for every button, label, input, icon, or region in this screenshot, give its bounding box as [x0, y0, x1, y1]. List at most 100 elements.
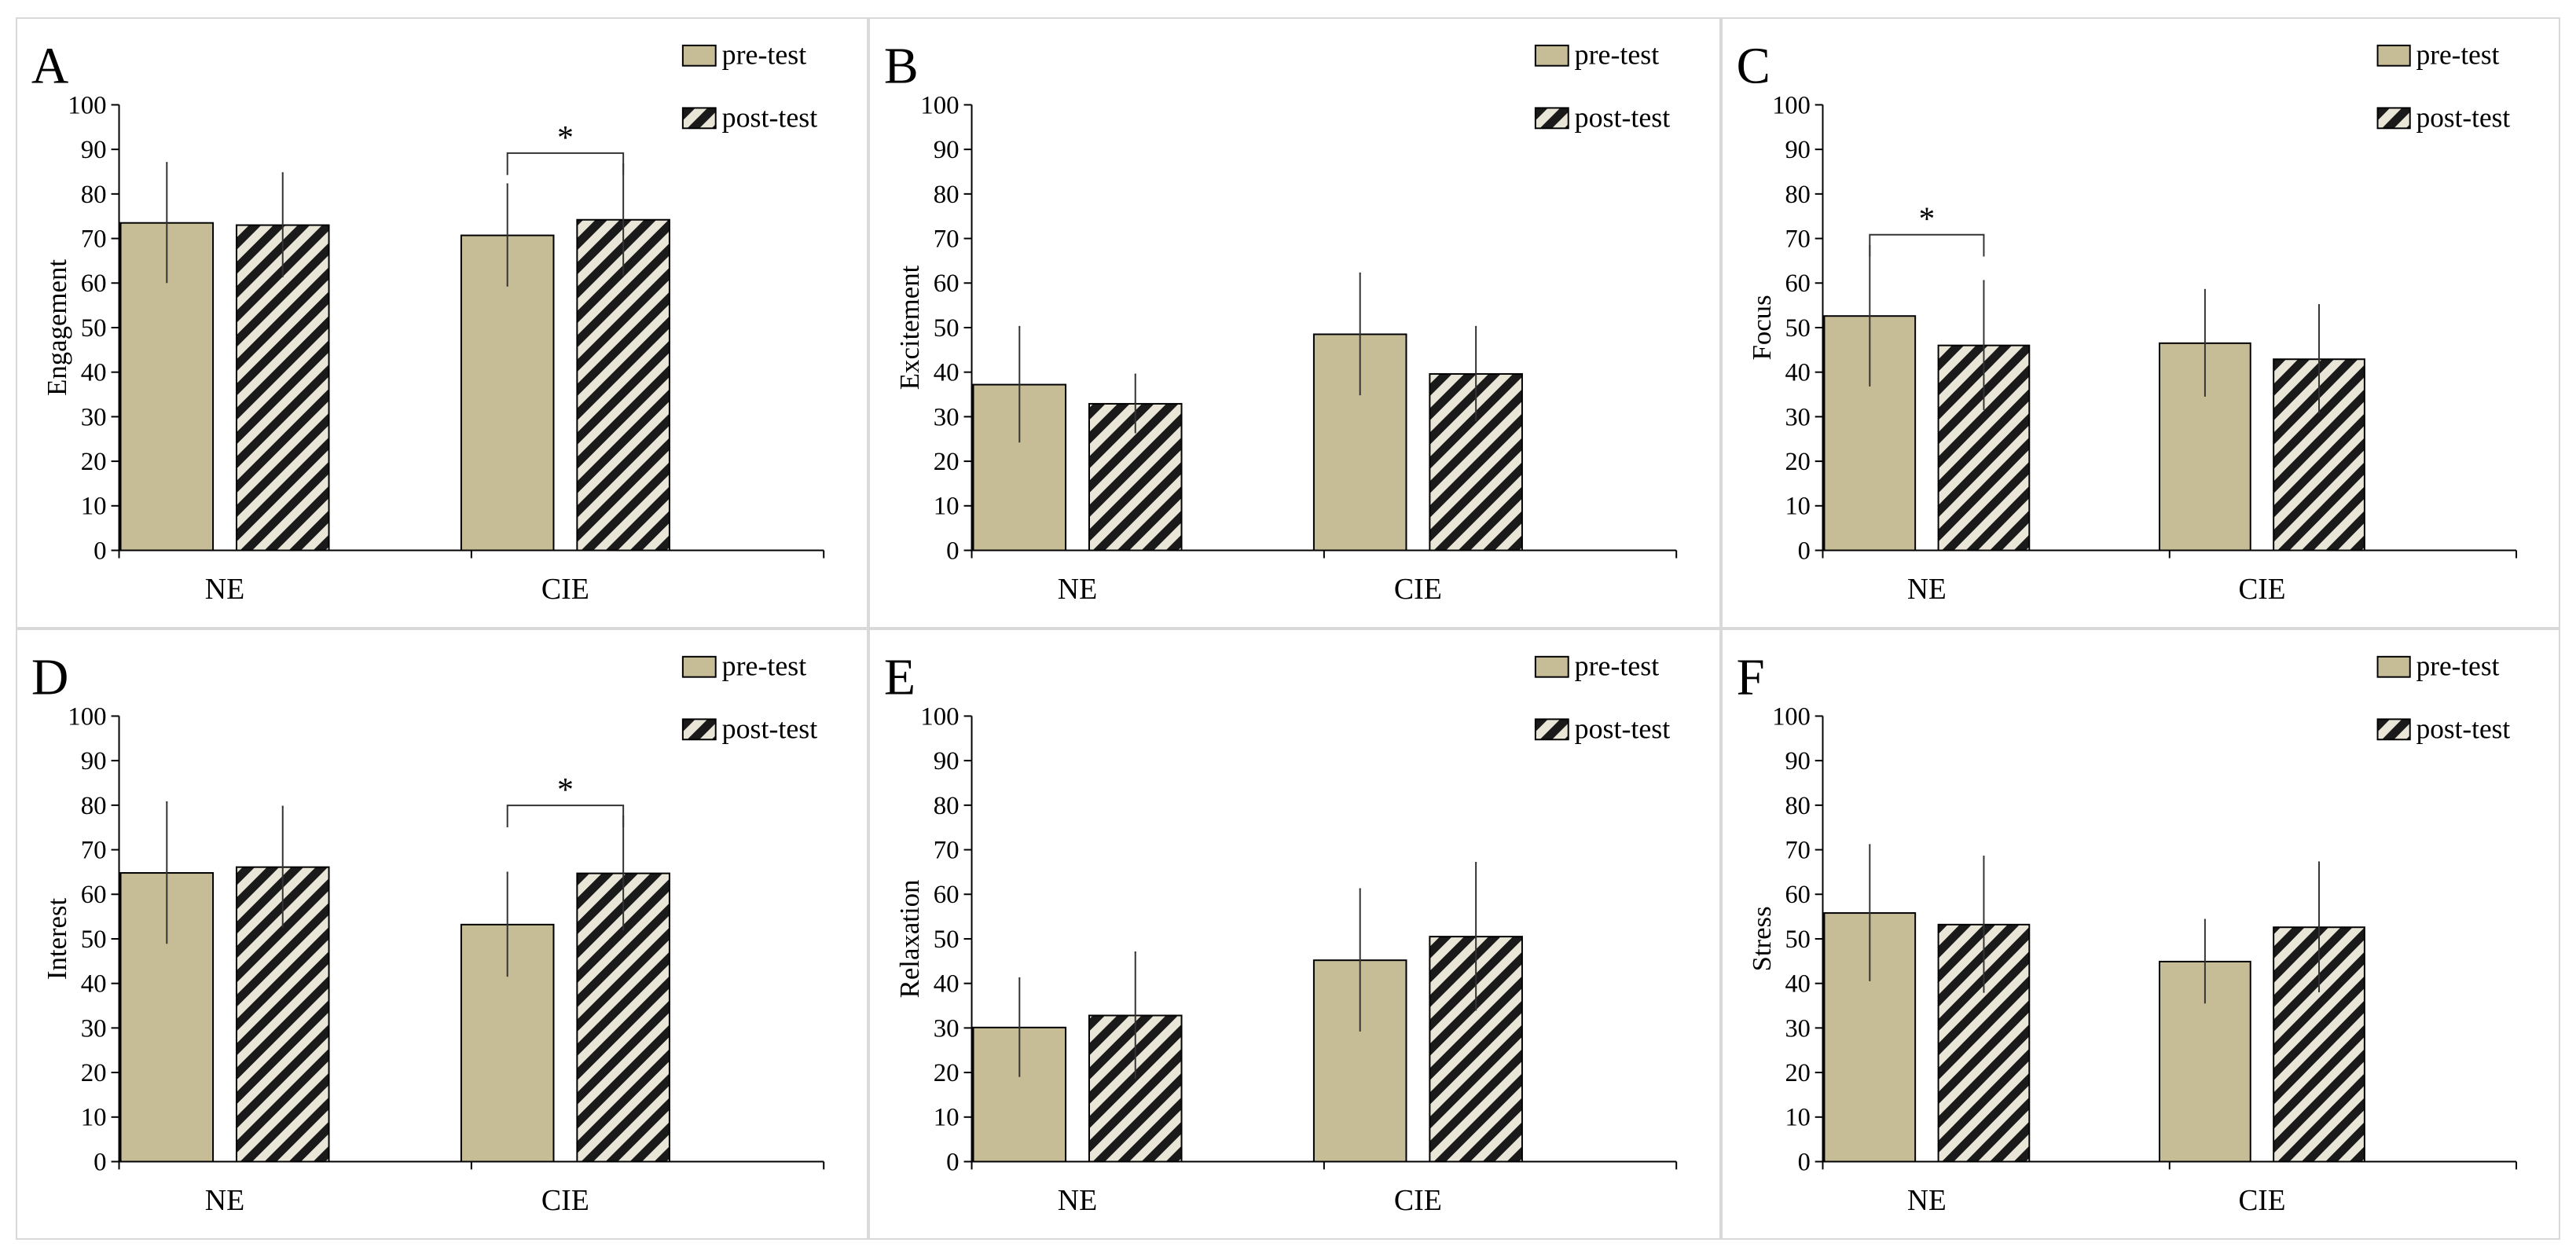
panel-letter: B — [884, 38, 919, 95]
chart-svg: B 0 10 20 30 40 50 60 70 80 90 100 Excitement NE CIE pr… — [884, 38, 1678, 606]
legend-label-pre: pre-test — [1575, 651, 1660, 682]
y-tick-label: 0 — [1798, 1148, 1811, 1176]
y-tick-label: 50 — [1785, 926, 1810, 954]
legend-label-post: post-test — [1575, 101, 1671, 133]
y-tick-label: 30 — [1785, 1014, 1810, 1043]
legend-label-pre: pre-test — [2416, 38, 2500, 70]
category-label: NE — [205, 1184, 244, 1217]
y-tick-label: 30 — [934, 403, 960, 431]
panel-letter: D — [31, 649, 68, 706]
legend-swatch-post — [2376, 718, 2411, 741]
legend-swatch-post — [2376, 107, 2411, 130]
y-tick-label: 10 — [934, 1104, 960, 1132]
significance-bracket — [506, 805, 625, 827]
significance-bracket — [1869, 233, 1985, 257]
y-tick-label: 80 — [934, 792, 960, 820]
legend-swatch-pre — [1534, 44, 1569, 67]
y-axis-title: Relaxation — [894, 880, 925, 999]
y-tick-label: 70 — [81, 837, 107, 865]
y-tick-label: 60 — [81, 881, 107, 909]
category-label: NE — [1907, 1185, 1947, 1217]
y-tick-label: 70 — [1785, 836, 1810, 864]
category-label: CIE — [2238, 574, 2285, 606]
chart-panel-d: D 0 10 20 30 40 50 60 70 80 90 100 Interest NE CIE * pre… — [16, 629, 868, 1240]
legend-swatch-post — [1534, 107, 1569, 130]
y-tick-label: 30 — [81, 403, 107, 431]
chart-svg: E 0 10 20 30 40 50 60 70 80 90 100 Relaxation NE CIE pr… — [884, 649, 1678, 1217]
y-tick-label: 70 — [81, 225, 107, 254]
y-axis-title: Stress — [1747, 906, 1777, 971]
chart-svg: A 0 10 20 30 40 50 60 70 80 90 100 Engagement NE CIE * p… — [31, 38, 825, 606]
y-tick-label: 100 — [1772, 702, 1811, 731]
y-tick-label: 40 — [81, 359, 107, 387]
y-tick-label: 80 — [934, 181, 960, 209]
category-label: NE — [1058, 1184, 1097, 1217]
category-label: CIE — [541, 1184, 589, 1217]
y-tick-label: 0 — [94, 537, 106, 565]
category-label: CIE — [2238, 1185, 2285, 1217]
chart-panel-f: F 0 10 20 30 40 50 60 70 80 90 100 Stress NE CIE pre-te… — [1721, 629, 2560, 1240]
panel-letter: C — [1737, 38, 1771, 95]
legend-swatch-pre — [2376, 44, 2411, 67]
legend-label-post: post-test — [722, 713, 818, 744]
y-tick-label: 90 — [1785, 136, 1810, 164]
y-tick-label: 80 — [1785, 181, 1810, 209]
significance-star: * — [557, 120, 574, 156]
bar-pre-ne — [1823, 315, 1917, 552]
significance-bracket — [506, 152, 625, 175]
y-tick-label: 40 — [934, 970, 960, 999]
bar-pre-cie — [460, 234, 555, 552]
y-tick-label: 20 — [934, 448, 960, 476]
legend-label-pre: pre-test — [722, 651, 807, 682]
y-tick-label: 30 — [1785, 403, 1810, 431]
y-tick-label: 80 — [81, 181, 107, 209]
y-tick-label: 50 — [81, 314, 107, 343]
y-tick-label: 60 — [1785, 269, 1810, 298]
significance-star: * — [557, 772, 574, 808]
y-tick-label: 0 — [94, 1148, 106, 1176]
y-axis-title: Focus — [1747, 295, 1777, 360]
chart-panel-a: A 0 10 20 30 40 50 60 70 80 90 100 Engagement NE CIE * p… — [16, 17, 868, 629]
y-tick-label: 90 — [934, 136, 960, 164]
y-tick-label: 40 — [1785, 358, 1810, 387]
y-tick-label: 50 — [934, 926, 960, 954]
category-label: CIE — [1394, 1184, 1442, 1217]
panel-letter: A — [31, 38, 68, 95]
chart-panel-e: E 0 10 20 30 40 50 60 70 80 90 100 Relaxation NE CIE pr… — [868, 629, 1721, 1240]
y-tick-label: 0 — [1798, 537, 1811, 565]
y-tick-label: 100 — [920, 91, 959, 119]
y-tick-label: 30 — [934, 1014, 960, 1043]
legend-swatch-pre — [681, 655, 717, 678]
legend-swatch-pre — [681, 44, 717, 67]
chart-svg: C 0 10 20 30 40 50 60 70 80 90 100 Focus NE CIE * pre-te… — [1737, 38, 2518, 606]
y-tick-label: 100 — [1772, 91, 1811, 119]
legend-label-pre: pre-test — [2416, 650, 2500, 681]
y-tick-label: 60 — [934, 269, 960, 298]
y-tick-label: 90 — [934, 747, 960, 775]
y-tick-label: 80 — [81, 792, 107, 820]
y-tick-label: 10 — [934, 493, 960, 521]
y-tick-label: 20 — [1785, 448, 1810, 476]
y-tick-label: 100 — [68, 91, 106, 119]
y-tick-label: 0 — [946, 537, 959, 565]
y-tick-label: 50 — [934, 314, 960, 343]
y-axis-title: Interest — [42, 897, 72, 980]
category-label: NE — [1058, 573, 1097, 606]
chart-svg: D 0 10 20 30 40 50 60 70 80 90 100 Interest NE CIE * pre… — [31, 649, 825, 1217]
y-tick-label: 10 — [81, 1104, 107, 1132]
panel-letter: E — [884, 649, 916, 706]
significance-star: * — [1919, 200, 1936, 236]
category-label: CIE — [1394, 573, 1442, 606]
y-tick-label: 0 — [946, 1148, 959, 1176]
legend-swatch-post — [1534, 718, 1569, 741]
category-label: CIE — [541, 573, 589, 606]
y-tick-label: 60 — [934, 881, 960, 909]
panel-letter: F — [1737, 649, 1765, 706]
y-tick-label: 20 — [81, 1059, 107, 1087]
legend-swatch-pre — [1534, 655, 1569, 678]
y-tick-label: 20 — [1785, 1059, 1810, 1087]
legend-label-post: post-test — [722, 101, 818, 133]
y-tick-label: 60 — [1785, 881, 1810, 909]
legend-label-post: post-test — [2416, 713, 2511, 744]
